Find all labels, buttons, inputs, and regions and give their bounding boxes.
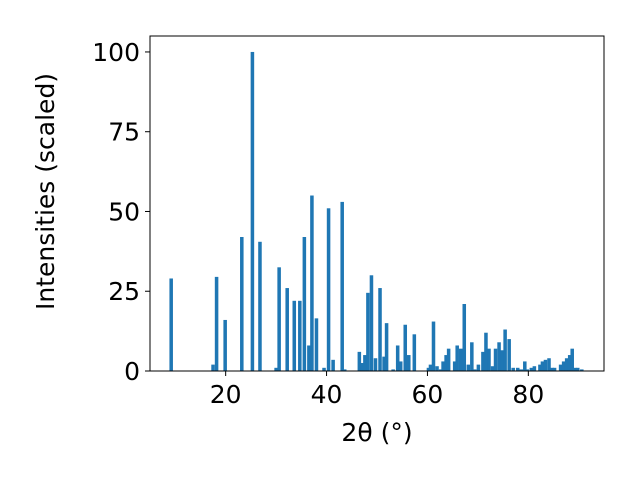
bar-63 xyxy=(519,369,524,371)
bar-38 xyxy=(431,321,436,371)
bar-22 xyxy=(360,363,364,371)
bar-20 xyxy=(342,369,347,371)
bar-66 xyxy=(529,367,534,371)
bar-21 xyxy=(357,351,362,371)
bar-19 xyxy=(340,201,344,371)
y-tick-label-25: 25 xyxy=(108,277,140,306)
bar-78 xyxy=(570,348,574,371)
bar-50 xyxy=(473,369,477,371)
bar-5 xyxy=(250,51,255,371)
bar-44 xyxy=(452,361,457,371)
bar-61 xyxy=(511,367,515,371)
bar-58 xyxy=(500,350,504,371)
bar-79 xyxy=(572,367,577,371)
bar-0 xyxy=(169,278,173,371)
bar-51 xyxy=(476,364,481,371)
bar-74 xyxy=(558,364,563,371)
bar-13 xyxy=(307,345,311,371)
bar-28 xyxy=(382,356,386,371)
x-tick-label-20: 20 xyxy=(210,380,242,409)
bar-60 xyxy=(507,339,511,371)
bar-35 xyxy=(412,334,417,371)
bar-81 xyxy=(580,369,584,371)
bar-4 xyxy=(240,237,244,371)
bar-72 xyxy=(550,367,554,371)
bar-7 xyxy=(274,367,278,371)
bar-17 xyxy=(326,208,331,371)
bar-47 xyxy=(462,304,467,371)
bar-14 xyxy=(310,195,314,371)
bar-12 xyxy=(302,237,307,371)
bar-15 xyxy=(314,318,319,371)
bar-80 xyxy=(576,367,580,371)
bar-32 xyxy=(398,361,403,371)
bar-16 xyxy=(322,367,326,371)
x-axis-ticks: 20 40 60 80 xyxy=(210,371,544,409)
y-tick-label-100: 100 xyxy=(92,38,140,67)
bar-43 xyxy=(446,348,451,371)
bar-68 xyxy=(538,364,542,371)
bar-46 xyxy=(458,348,463,371)
bar-49 xyxy=(470,342,474,371)
bar-41 xyxy=(441,361,445,371)
bar-10 xyxy=(292,300,297,371)
y-tick-label-50: 50 xyxy=(108,197,140,226)
bar-56 xyxy=(493,348,498,371)
bar-39 xyxy=(435,366,439,371)
bar-45 xyxy=(455,345,459,371)
bar-53 xyxy=(484,332,488,371)
bar-59 xyxy=(503,329,507,371)
bar-23 xyxy=(363,355,367,371)
bar-48 xyxy=(466,364,471,371)
x-axis-label: 2θ (°) xyxy=(341,418,412,447)
bar-42 xyxy=(444,355,448,371)
bar-34 xyxy=(407,355,411,371)
bar-57 xyxy=(497,342,501,371)
bar-18 xyxy=(331,359,335,371)
bar-52 xyxy=(481,351,485,371)
x-tick-label-40: 40 xyxy=(311,380,343,409)
bar-9 xyxy=(285,288,289,371)
bar-30 xyxy=(391,369,395,371)
bar-33 xyxy=(403,324,408,371)
bars-group xyxy=(169,51,584,371)
bar-11 xyxy=(298,300,302,371)
bar-65 xyxy=(525,369,530,371)
bar-75 xyxy=(561,361,566,371)
bar-40 xyxy=(438,369,443,371)
bar-1 xyxy=(211,364,215,371)
bar-71 xyxy=(547,358,551,371)
bar-64 xyxy=(523,361,527,371)
bar-54 xyxy=(487,348,491,371)
x-tick-label-80: 80 xyxy=(512,380,544,409)
bar-73 xyxy=(552,367,557,371)
y-axis-label: Intensities (scaled) xyxy=(31,73,60,310)
bar-26 xyxy=(373,358,378,371)
bar-8 xyxy=(277,267,281,371)
bar-76 xyxy=(564,358,569,371)
bar-2 xyxy=(214,276,219,371)
bar-29 xyxy=(384,323,389,371)
axes-frame xyxy=(149,35,605,372)
y-tick-label-75: 75 xyxy=(108,118,140,147)
bar-62 xyxy=(515,367,520,371)
bar-77 xyxy=(567,355,572,371)
bar-6 xyxy=(258,241,262,371)
bar-67 xyxy=(532,366,537,371)
bar-37 xyxy=(428,364,433,371)
y-axis-ticks: 0 25 50 75 100 xyxy=(92,38,150,386)
bar-3 xyxy=(223,319,227,371)
bar-36 xyxy=(426,367,431,371)
bar-69 xyxy=(540,361,545,371)
bar-27 xyxy=(378,288,382,371)
bar-25 xyxy=(369,275,374,371)
y-tick-label-0: 0 xyxy=(124,357,140,386)
bar-31 xyxy=(395,345,400,371)
bar-70 xyxy=(543,359,548,371)
bar-24 xyxy=(366,292,370,371)
bar-55 xyxy=(490,366,495,371)
x-tick-label-60: 60 xyxy=(412,380,444,409)
